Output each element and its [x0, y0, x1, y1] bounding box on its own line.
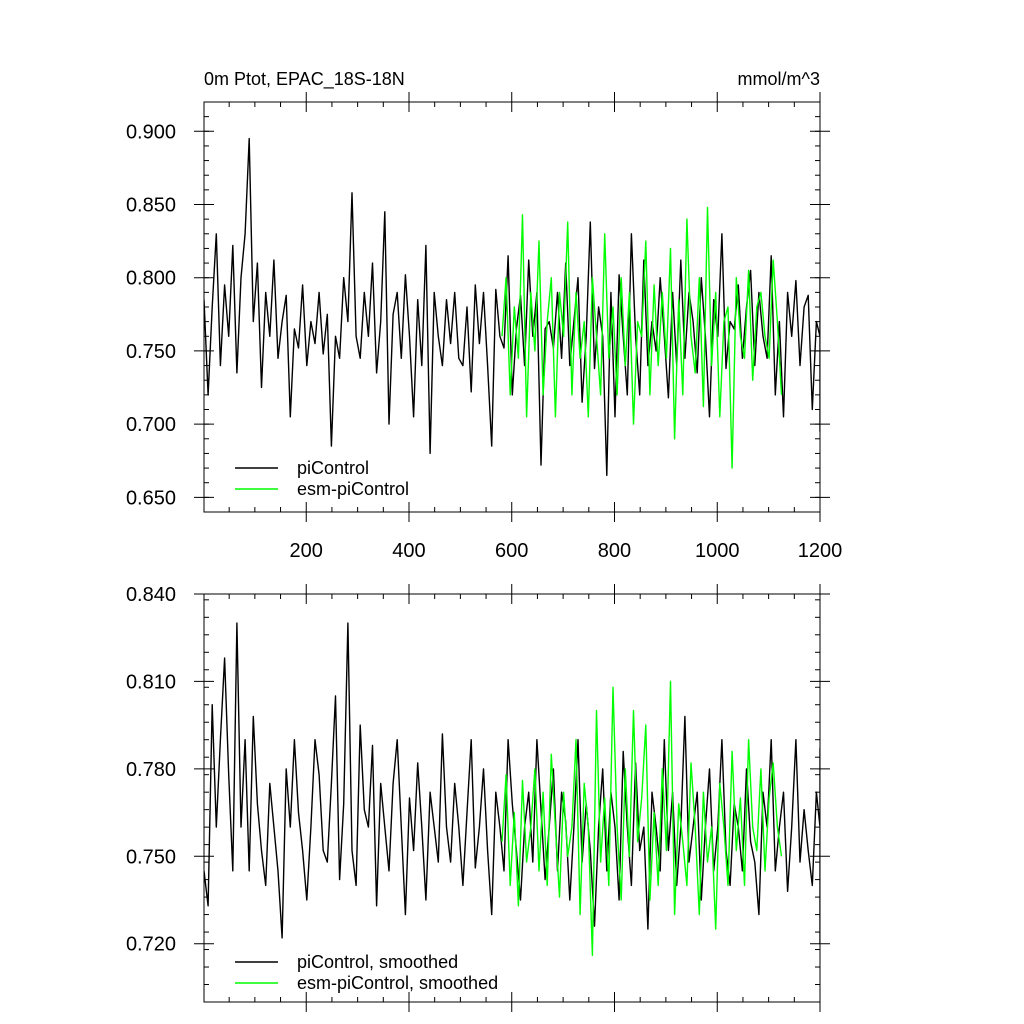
legend-label: piControl [297, 458, 369, 478]
chart-title: 0m Ptot, EPAC_18S-18N [204, 69, 405, 90]
legend-label: esm-piControl, smoothed [297, 973, 498, 993]
x-tick-label: 600 [495, 540, 528, 562]
y-tick-label: 0.650 [126, 487, 176, 509]
y-tick-label: 0.700 [126, 414, 176, 436]
y-tick-label: 0.750 [126, 846, 176, 868]
x-tick-label: 1000 [695, 540, 740, 562]
legend-label: esm-piControl [297, 479, 409, 499]
x-tick-label: 1200 [798, 540, 843, 562]
y-tick-label: 0.810 [126, 671, 176, 693]
x-tick-label: 400 [392, 540, 425, 562]
top-chart-panel: 0.650 0.700 0.750 0.800 0.850 0.900 200 400 600 8… [126, 92, 842, 562]
y-tick-label: 0.900 [126, 121, 176, 143]
y-tick-label: 0.800 [126, 268, 176, 290]
series-line-esm-picontrol [501, 206, 783, 469]
y-tick-label: 0.840 [126, 584, 176, 606]
y-tick-label: 0.720 [126, 934, 176, 956]
x-tick-label: 800 [598, 540, 631, 562]
bottom-chart-panel: 0.720 0.750 0.780 0.810 0.840 piControl, smoo… [126, 584, 830, 1012]
series-line-esm-picontrol [501, 680, 783, 957]
legend-label: piControl, smoothed [297, 952, 458, 972]
y-tick-label: 0.780 [126, 759, 176, 781]
series-line-picontrol [204, 622, 820, 945]
y-tick-label: 0.750 [126, 341, 176, 363]
x-tick-label: 200 [290, 540, 323, 562]
y-tick-label: 0.850 [126, 195, 176, 217]
units-label: mmol/m^3 [738, 69, 820, 89]
series-line-picontrol [204, 137, 820, 477]
